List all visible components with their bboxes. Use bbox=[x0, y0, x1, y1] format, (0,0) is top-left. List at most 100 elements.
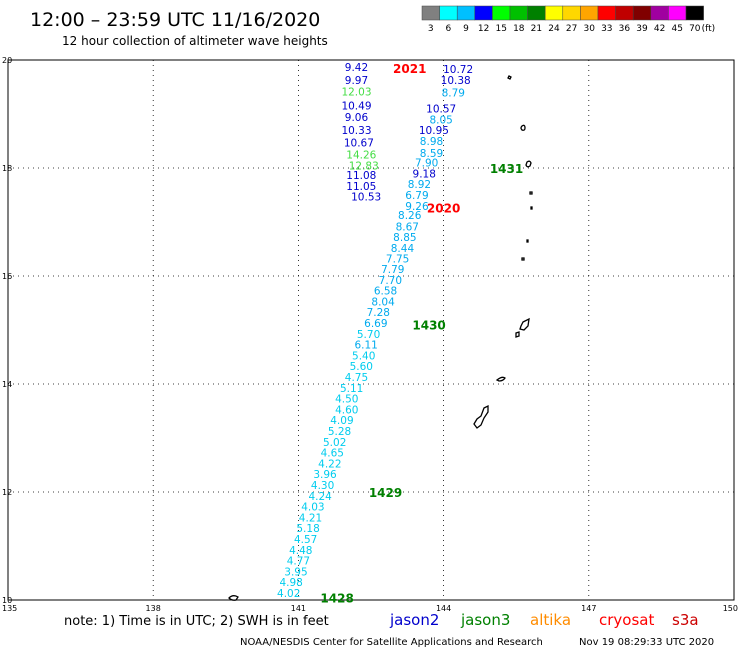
wave-height-value: 10.95 bbox=[419, 125, 449, 137]
wave-height-value: 4.77 bbox=[287, 556, 310, 568]
footer-note: note: 1) Time is in UTC; 2) SWH is in fe… bbox=[64, 614, 329, 629]
legend-swatch bbox=[615, 5, 634, 21]
wave-height-value: 8.85 bbox=[393, 232, 416, 244]
legend-swatch bbox=[474, 5, 493, 21]
satellite-name: cryosat bbox=[599, 611, 654, 629]
wave-height-value: 3.95 bbox=[284, 566, 307, 578]
lon-tick-label: 150 bbox=[723, 604, 738, 613]
wave-height-value: 8.67 bbox=[396, 221, 419, 233]
wave-height-value: 3.96 bbox=[313, 469, 337, 481]
lat-tick-label: 16 bbox=[2, 272, 12, 281]
wave-height-value: 5.28 bbox=[328, 426, 351, 438]
wave-height-value: 5.70 bbox=[357, 329, 380, 341]
wave-height-value: 8.98 bbox=[420, 136, 443, 148]
island-asuncion bbox=[525, 160, 532, 168]
wave-height-value: 8.59 bbox=[420, 148, 443, 160]
satellite-name: s3a bbox=[672, 611, 699, 629]
wave-height-value: 10.33 bbox=[341, 125, 371, 137]
island-guguan bbox=[521, 257, 525, 261]
legend-swatch bbox=[580, 5, 599, 21]
legend-swatch bbox=[597, 5, 616, 21]
wave-height-value: 12.83 bbox=[349, 160, 379, 172]
legend-label: 24 bbox=[548, 24, 560, 34]
wave-height-value: 5.18 bbox=[296, 523, 319, 535]
legend-label: 21 bbox=[531, 24, 542, 34]
wave-height-value: 4.21 bbox=[299, 512, 322, 524]
island-pagan bbox=[530, 206, 533, 210]
island-maug bbox=[520, 124, 526, 131]
legend-swatch bbox=[685, 5, 704, 21]
wave-height-value: 12.03 bbox=[341, 86, 371, 98]
wave-height-value: 14.26 bbox=[346, 150, 376, 162]
wave-height-value: 6.58 bbox=[374, 286, 397, 298]
island-guam bbox=[473, 404, 489, 429]
wave-height-value: 9.97 bbox=[345, 75, 368, 87]
wave-height-value: 10.38 bbox=[441, 75, 471, 87]
wave-height-value: 4.65 bbox=[321, 448, 344, 460]
legend-swatch bbox=[456, 5, 476, 21]
wave-height-value: 6.11 bbox=[354, 340, 377, 352]
legend-swatch bbox=[650, 5, 669, 21]
wave-height-value: 4.57 bbox=[294, 534, 317, 546]
wave-height-value: 9.06 bbox=[345, 112, 369, 124]
lat-tick-label: 14 bbox=[2, 380, 12, 389]
wave-height-value: 7.79 bbox=[381, 264, 404, 276]
page-title: 12:00 – 23:59 UTC 11/16/2020 bbox=[30, 9, 320, 31]
wave-height-value: 9.42 bbox=[345, 62, 368, 74]
wave-height-value: 8.05 bbox=[429, 114, 452, 126]
wave-height-value: 8.04 bbox=[371, 296, 395, 308]
wave-height-value: 10.67 bbox=[344, 138, 374, 150]
legend-label: 15 bbox=[495, 24, 506, 34]
pass-time-label: 1431 bbox=[490, 162, 523, 176]
legend-swatch bbox=[668, 5, 687, 21]
satellite-name: altika bbox=[530, 611, 571, 629]
legend-label: 6 bbox=[446, 24, 452, 34]
wave-height-value: 5.11 bbox=[340, 383, 363, 395]
wave-height-value: 7.28 bbox=[367, 307, 390, 319]
legend-label: 70 bbox=[689, 24, 701, 34]
legend-label: 36 bbox=[619, 24, 631, 34]
wave-height-value: 4.24 bbox=[308, 491, 332, 503]
legend-swatch bbox=[492, 5, 511, 21]
pass-time-label: 2021 bbox=[393, 62, 426, 76]
wave-height-value: 4.22 bbox=[318, 458, 341, 470]
legend-label: 12 bbox=[478, 24, 489, 34]
pass-time-label: 1429 bbox=[369, 486, 402, 500]
wave-height-value: 9.18 bbox=[413, 168, 436, 180]
wave-height-value: 10.72 bbox=[443, 64, 473, 76]
island-agrihan bbox=[529, 191, 533, 195]
pass-time-label: 1430 bbox=[412, 319, 445, 333]
legend-label: 33 bbox=[601, 24, 612, 34]
wave-height-value: 10.49 bbox=[341, 100, 371, 112]
wave-height-legend: 3 6 9 12 15 18 21 24 27 30 33 36 39 42 45 70 (ft) bbox=[421, 5, 715, 34]
wave-height-value: 8.44 bbox=[391, 243, 415, 255]
wave-height-value: 4.48 bbox=[289, 545, 312, 557]
legend-swatch bbox=[544, 5, 564, 21]
legend-label: 9 bbox=[463, 24, 469, 34]
legend-swatch bbox=[527, 5, 546, 21]
wave-height-value: 4.98 bbox=[279, 577, 302, 589]
wave-height-value: 8.26 bbox=[398, 210, 422, 222]
map-frame bbox=[7, 59, 735, 601]
legend-label: 45 bbox=[671, 24, 682, 34]
wave-height-value: 9.26 bbox=[405, 201, 429, 213]
wave-height-value: 5.60 bbox=[350, 361, 373, 373]
legend-label: 42 bbox=[654, 24, 665, 34]
legend-swatch bbox=[439, 5, 458, 21]
island-rota bbox=[495, 376, 506, 382]
legend-swatch bbox=[509, 5, 528, 21]
wave-height-value: 4.09 bbox=[330, 415, 353, 427]
legend-label: 18 bbox=[513, 24, 525, 34]
wave-height-value: 5.02 bbox=[323, 437, 346, 449]
lat-tick-label: 20 bbox=[2, 56, 12, 65]
wave-height-value: 4.30 bbox=[311, 480, 334, 492]
legend-label: 27 bbox=[566, 24, 577, 34]
footer-credit: NOAA/NESDIS Center for Satellite Applica… bbox=[240, 637, 543, 648]
wave-height-value: 4.60 bbox=[335, 404, 358, 416]
satellite-legend: jason2 jason3 altika cryosat s3a bbox=[389, 611, 699, 629]
wave-height-value: 11.05 bbox=[346, 181, 376, 193]
axis-tick-labels: 135 138 141 144 147 150 10 12 14 16 18 20 bbox=[2, 56, 738, 613]
wave-height-value: 7.75 bbox=[386, 254, 409, 266]
wave-height-value: 7.90 bbox=[415, 158, 438, 170]
